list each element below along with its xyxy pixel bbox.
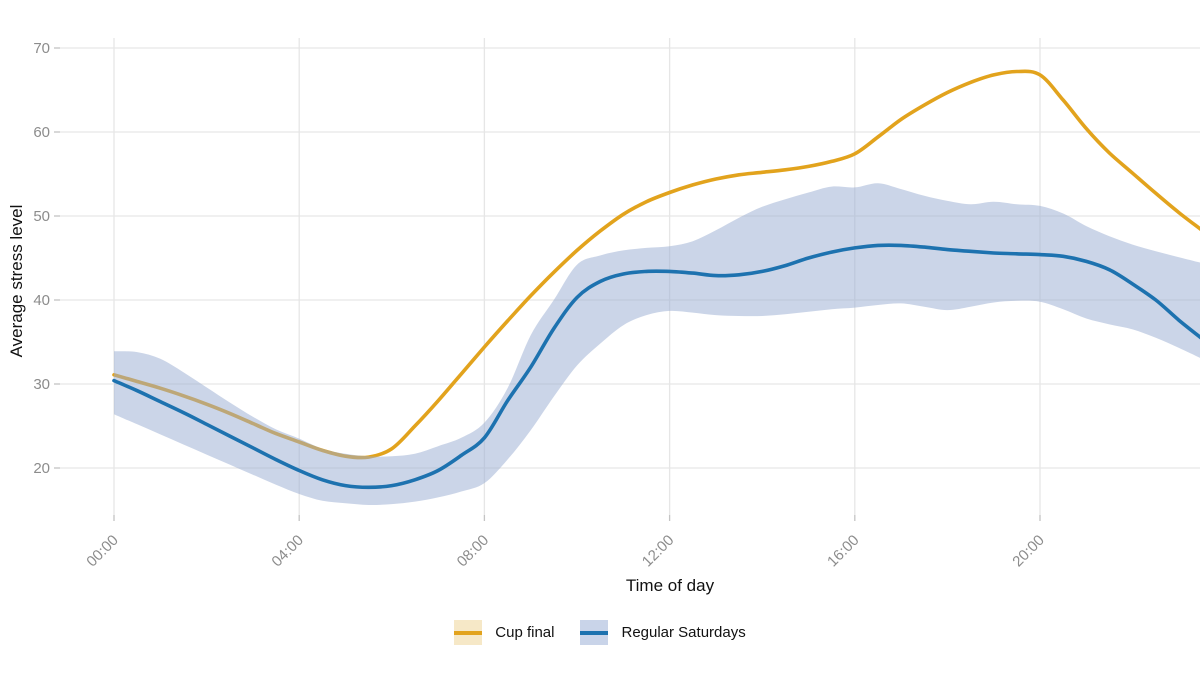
legend-label-regular-saturdays: Regular Saturdays	[621, 624, 746, 641]
confidence-band	[114, 183, 1200, 506]
x-tick-label: 00:00	[83, 532, 122, 571]
y-tick-label: 20	[33, 460, 50, 477]
y-tick-label: 70	[33, 40, 50, 57]
x-tick-label: 12:00	[639, 532, 678, 571]
legend-item-regular-saturdays: Regular Saturdays	[580, 620, 746, 645]
legend-swatch-regular-saturdays	[580, 620, 609, 645]
y-tick-label: 50	[33, 208, 50, 225]
legend-label-cup-final: Cup final	[495, 624, 555, 641]
y-tick-label: 30	[33, 376, 50, 393]
grid-layer	[60, 38, 1200, 515]
x-tick-label: 08:00	[454, 532, 493, 571]
legend-keyline-cup-final	[454, 630, 483, 635]
legend-item-cup-final: Cup final	[454, 620, 554, 645]
legend-swatch-cup-final	[454, 620, 483, 645]
y-tick-label: 40	[33, 292, 50, 309]
y-axis-title: Average stress level	[7, 205, 26, 358]
regular-saturdays-line	[112, 243, 1200, 490]
x-tick-label: 20:00	[1009, 532, 1048, 571]
legend-keyline-regular-saturdays	[580, 630, 609, 635]
tick-layer: 20 30 40 50 60 70 00:00 04:00 08:00 12:00 16:00 20:…	[33, 40, 1048, 570]
x-tick-label: 16:00	[824, 532, 863, 571]
data-layer	[112, 69, 1200, 506]
x-axis-title: Time of day	[626, 576, 715, 595]
legend: Cup final Regular Saturdays	[0, 620, 1200, 645]
y-tick-label: 60	[33, 124, 50, 141]
x-tick-label: 04:00	[268, 532, 307, 571]
